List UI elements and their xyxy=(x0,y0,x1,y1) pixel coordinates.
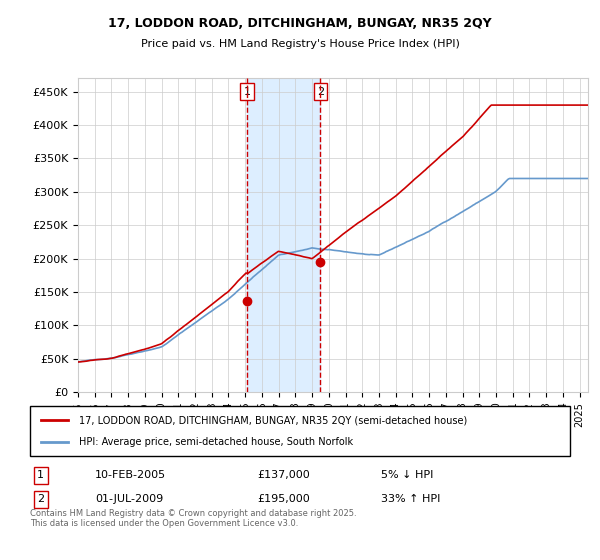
Text: 2: 2 xyxy=(317,87,324,97)
Text: 5% ↓ HPI: 5% ↓ HPI xyxy=(381,470,433,480)
Text: Contains HM Land Registry data © Crown copyright and database right 2025.
This d: Contains HM Land Registry data © Crown c… xyxy=(30,509,356,529)
Text: 10-FEB-2005: 10-FEB-2005 xyxy=(95,470,166,480)
Text: 01-JUL-2009: 01-JUL-2009 xyxy=(95,494,163,504)
Text: 1: 1 xyxy=(37,470,44,480)
Text: £195,000: £195,000 xyxy=(257,494,310,504)
Text: 2: 2 xyxy=(37,494,44,504)
Bar xyxy=(247,78,320,392)
Text: Price paid vs. HM Land Registry's House Price Index (HPI): Price paid vs. HM Land Registry's House … xyxy=(140,39,460,49)
Text: 17, LODDON ROAD, DITCHINGHAM, BUNGAY, NR35 2QY: 17, LODDON ROAD, DITCHINGHAM, BUNGAY, NR… xyxy=(108,17,492,30)
Text: HPI: Average price, semi-detached house, South Norfolk: HPI: Average price, semi-detached house,… xyxy=(79,437,353,447)
Text: 33% ↑ HPI: 33% ↑ HPI xyxy=(381,494,440,504)
Text: £137,000: £137,000 xyxy=(257,470,310,480)
Text: 17, LODDON ROAD, DITCHINGHAM, BUNGAY, NR35 2QY (semi-detached house): 17, LODDON ROAD, DITCHINGHAM, BUNGAY, NR… xyxy=(79,415,467,425)
FancyBboxPatch shape xyxy=(30,406,570,456)
Text: 1: 1 xyxy=(244,87,250,97)
